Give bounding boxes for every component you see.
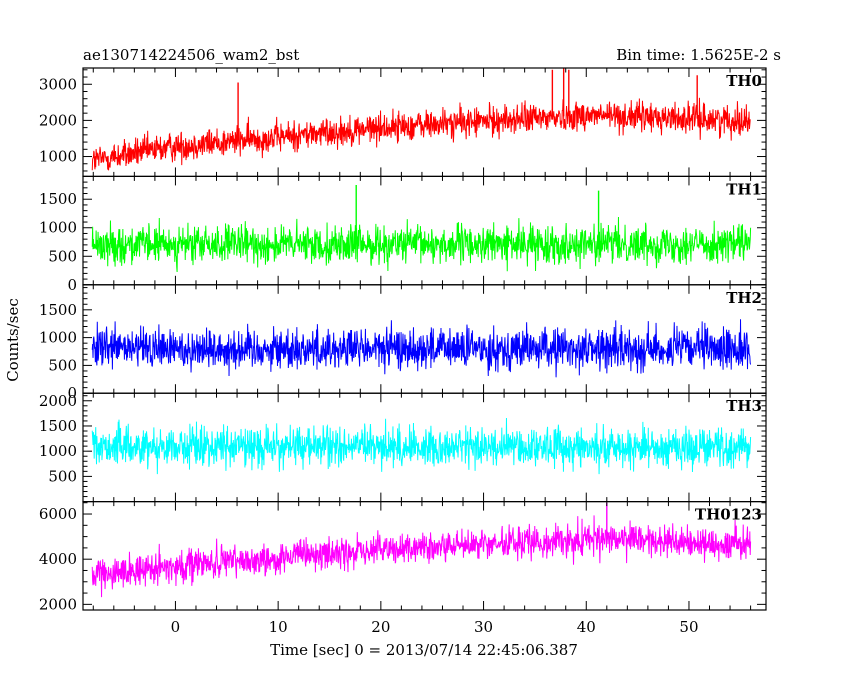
y-tick-label: 2000 — [39, 392, 77, 410]
panel-label-th1: TH1 — [726, 180, 762, 198]
x-tick-label: 10 — [269, 618, 288, 636]
title-right: Bin time: 1.5625E-2 s — [616, 46, 781, 64]
y-tick-label: 1000 — [39, 219, 77, 237]
y-tick-label: 1500 — [39, 190, 77, 208]
panel-label-th2: TH2 — [726, 289, 762, 307]
panel-frame-th2 — [82, 284, 767, 394]
y-tick-label: 1500 — [39, 417, 77, 435]
y-tick-label: 1000 — [39, 148, 77, 166]
y-tick-label: 6000 — [39, 505, 77, 523]
y-tick-label: 1000 — [39, 442, 77, 460]
panel-label-th0123: TH0123 — [695, 506, 762, 524]
y-tick-label: 4000 — [39, 550, 77, 568]
y-axis-label: Counts/sec — [4, 298, 22, 382]
x-tick-label: 50 — [679, 618, 698, 636]
x-tick-label: 30 — [474, 618, 493, 636]
x-tick-label: 0 — [171, 618, 181, 636]
x-tick-label: 20 — [371, 618, 390, 636]
y-tick-label: 0 — [67, 276, 77, 294]
y-tick-label: 3000 — [39, 75, 77, 93]
series-th0123-trace — [91, 515, 752, 598]
y-tick-label: 2000 — [39, 595, 77, 613]
series-th3-trace — [91, 418, 752, 475]
y-tick-label: 1500 — [39, 301, 77, 319]
title-left: ae130714224506_wam2_bst — [83, 46, 299, 64]
y-tick-label: 1000 — [39, 329, 77, 347]
series-th2-trace — [91, 319, 752, 378]
x-axis-label: Time [sec] 0 = 2013/07/14 22:45:06.387 — [270, 641, 578, 659]
y-tick-label: 500 — [48, 247, 77, 265]
series-th0-trace — [91, 97, 751, 171]
y-tick-label: 500 — [48, 356, 77, 374]
panel-frame-th0123 — [82, 501, 767, 611]
x-tick-label: 40 — [577, 618, 596, 636]
series-th1-trace — [91, 217, 752, 272]
y-tick-label: 2000 — [39, 111, 77, 129]
panel-label-th0: TH0 — [726, 72, 762, 90]
y-tick-label: 0 — [67, 384, 77, 402]
y-tick-label: 500 — [48, 467, 77, 485]
panel-label-th3: TH3 — [726, 397, 762, 415]
